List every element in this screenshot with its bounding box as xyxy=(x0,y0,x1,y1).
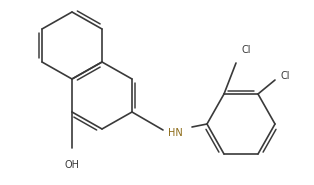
Text: HN: HN xyxy=(168,128,183,138)
Text: OH: OH xyxy=(64,160,79,170)
Text: Cl: Cl xyxy=(281,71,290,81)
Text: Cl: Cl xyxy=(242,45,252,55)
